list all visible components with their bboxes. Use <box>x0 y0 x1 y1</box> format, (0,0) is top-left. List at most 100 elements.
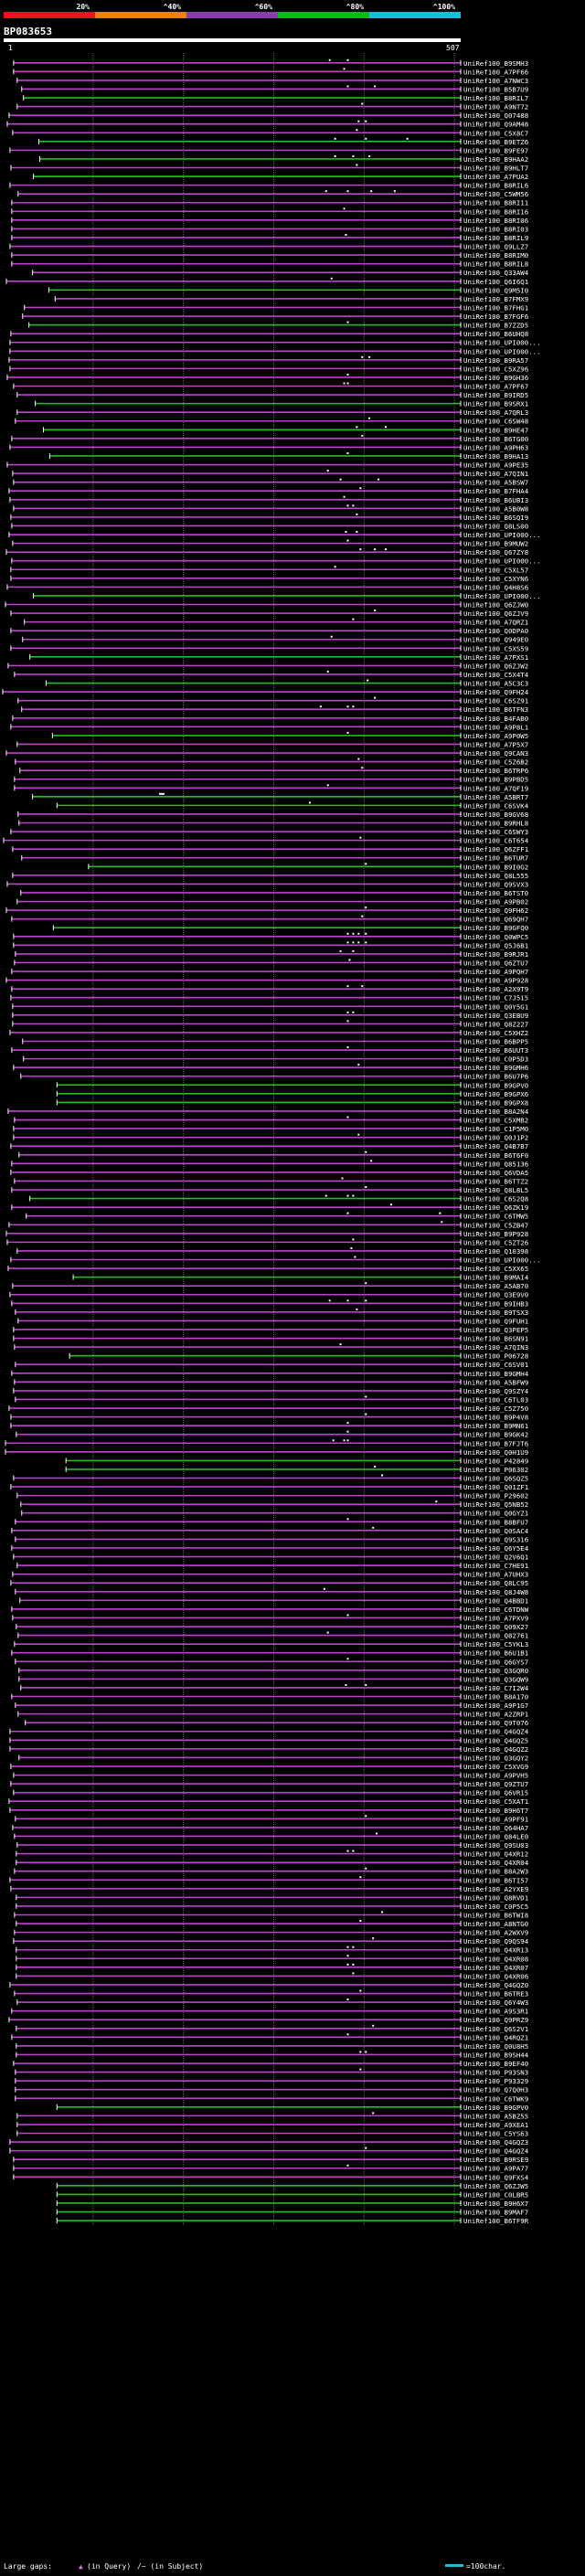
hit-label[interactable]: UniRef100_Q9AM48 <box>463 121 528 129</box>
hit-row[interactable]: UniRef100_Q33AW4 <box>32 269 529 277</box>
hit-label[interactable]: UniRef100_B8RIM0 <box>463 251 528 260</box>
hit-row[interactable]: UniRef100_B6TRE3 <box>14 1989 528 1998</box>
hit-row[interactable]: UniRef100_Q9SZY4 <box>13 1387 529 1395</box>
hit-label[interactable]: UniRef100_B6BPP5 <box>463 1038 528 1046</box>
hit-row[interactable]: UniRef100_A9PE35 <box>6 461 528 470</box>
hit-label[interactable]: UniRef100_Q3EBU9 <box>463 1012 528 1020</box>
hit-label[interactable]: UniRef100_Q4XR06 <box>463 1972 528 1980</box>
hit-label[interactable]: UniRef100_Q64HA7 <box>463 1824 528 1832</box>
hit-row[interactable]: UniRef100_Q82761 <box>17 1631 528 1640</box>
hit-label[interactable]: UniRef100_C0P5D3 <box>463 1055 528 1064</box>
hit-row[interactable]: UniRef100_Q8L555 <box>12 872 528 880</box>
hit-row[interactable]: UniRef100_C0P5C5 <box>16 1903 528 1911</box>
hit-row[interactable]: UniRef100_UPI000... <box>9 347 541 355</box>
hit-row[interactable]: UniRef100_Q5J6B1 <box>13 941 528 949</box>
hit-row[interactable]: UniRef100_Q9SU03 <box>16 1841 528 1850</box>
hit-row[interactable]: UniRef100_C6SWY3 <box>10 828 528 836</box>
hit-row[interactable]: UniRef100_Q2V6Q1 <box>13 1553 528 1562</box>
hit-label[interactable]: UniRef100_Q7Q0H3 <box>463 2086 528 2094</box>
hit-row[interactable]: UniRef100_C5YS63 <box>16 2130 528 2138</box>
hit-row[interactable]: UniRef100_Q4XR12 <box>16 1850 528 1859</box>
hit-label[interactable]: UniRef100_C5WM56 <box>463 190 528 198</box>
hit-row[interactable]: UniRef100_A9NT72 <box>16 102 528 111</box>
hit-label[interactable]: UniRef100_Q6GYS7 <box>463 1658 528 1666</box>
hit-row[interactable]: UniRef100_Q3GQY2 <box>18 1754 528 1762</box>
hit-label[interactable]: UniRef100_Q6VDA5 <box>463 1169 528 1177</box>
hit-row[interactable]: UniRef100_B7FJT6 <box>5 1439 528 1447</box>
hit-label[interactable]: UniRef100_B8A2W3 <box>463 1868 528 1876</box>
hit-label[interactable]: UniRef100_B6TST0 <box>463 889 528 897</box>
hit-row[interactable]: UniRef100_Q6ZJW0 <box>5 601 528 610</box>
hit-label[interactable]: UniRef100_Q3PEP5 <box>463 1326 528 1334</box>
hit-label[interactable]: UniRef100_Q9M5I0 <box>463 286 528 294</box>
hit-row[interactable]: UniRef100_Q9PRZ9 <box>8 2016 528 2024</box>
hit-label[interactable]: UniRef100_Q9SVX3 <box>463 880 528 888</box>
hit-label[interactable]: UniRef100_C6TL03 <box>463 1395 528 1404</box>
hit-label[interactable]: UniRef100_C7HE91 <box>463 1562 528 1570</box>
hit-label[interactable]: UniRef100_Q9T076 <box>463 1719 528 1727</box>
hit-label[interactable]: UniRef100_A9XEA1 <box>463 2121 528 2129</box>
hit-label[interactable]: UniRef100_A5BSW7 <box>463 479 528 487</box>
hit-row[interactable]: UniRef100_B9MAF7 <box>56 2209 528 2217</box>
hit-label[interactable]: UniRef100_C5X8C7 <box>463 129 528 137</box>
hit-label[interactable]: UniRef100_B6UHQ8 <box>463 330 528 338</box>
hit-row[interactable]: UniRef100_B9MN61 <box>10 1422 528 1430</box>
hit-label[interactable]: UniRef100_B6U1B1 <box>463 1649 528 1658</box>
hit-label[interactable]: UniRef100_B8A2N4 <box>463 1108 529 1116</box>
hit-label[interactable]: UniRef100_Q8LS00 <box>463 522 528 530</box>
hit-row[interactable]: UniRef100_B9EF40 <box>13 2060 528 2068</box>
hit-label[interactable]: UniRef100_B8RI06 <box>463 217 528 225</box>
hit-row[interactable]: UniRef100_Q3GQR0 <box>18 1667 528 1675</box>
hit-row[interactable]: UniRef100_A5BFW9 <box>14 1378 528 1386</box>
hit-label[interactable]: UniRef100_B8RIL8 <box>463 260 528 269</box>
hit-row[interactable]: UniRef100_P29602 <box>16 1492 528 1500</box>
hit-label[interactable]: UniRef100_A7PUA2 <box>463 173 528 181</box>
hit-row[interactable]: UniRef100_B6UHQ8 <box>10 330 528 338</box>
hit-row[interactable]: UniRef100_Q07488 <box>8 111 528 120</box>
hit-row[interactable]: UniRef100_B9P928 <box>5 1230 528 1238</box>
hit-row[interactable]: UniRef100_Q6GYS7 <box>15 1658 528 1666</box>
hit-row[interactable]: UniRef100_Q9S316 <box>15 1535 528 1543</box>
hit-row[interactable]: UniRef100_B8RIL7 <box>23 94 528 102</box>
hit-row[interactable]: UniRef100_Q4XR04 <box>16 1859 529 1867</box>
hit-label[interactable]: UniRef100_P29602 <box>463 1492 528 1500</box>
hit-row[interactable]: UniRef100_C6S2Q8 <box>29 1194 529 1203</box>
hit-label[interactable]: UniRef100_B9P4V8 <box>463 1414 528 1422</box>
hit-label[interactable]: UniRef100_B6UUT3 <box>463 1046 528 1055</box>
hit-label[interactable]: UniRef100_B6T6F0 <box>463 1151 528 1160</box>
hit-label[interactable]: UniRef100_P93SN3 <box>463 2069 528 2077</box>
hit-row[interactable]: UniRef100_Q9T076 <box>25 1719 528 1727</box>
hit-row[interactable]: UniRef100_C5ZB47 <box>8 1221 528 1229</box>
hit-row[interactable]: UniRef100_Q4XR07 <box>16 1963 528 1972</box>
hit-row[interactable]: UniRef100_P93SN3 <box>15 2068 528 2077</box>
hit-row[interactable]: UniRef100_Q4XR06 <box>16 1972 528 1980</box>
hit-label[interactable]: UniRef100_C1P5M0 <box>463 1125 528 1133</box>
hit-row[interactable]: UniRef100_Q9SVX3 <box>6 880 528 888</box>
hit-row[interactable]: UniRef100_A7PUA2 <box>33 173 529 181</box>
hit-row[interactable]: UniRef100_B8RIM0 <box>11 251 528 260</box>
hit-label[interactable]: UniRef100_B6TG00 <box>463 435 528 443</box>
hit-row[interactable]: UniRef100_Q4H8S6 <box>6 583 528 591</box>
hit-label[interactable]: UniRef100_B9TSX3 <box>463 1309 528 1317</box>
hit-label[interactable]: UniRef100_B6UBI3 <box>463 496 528 504</box>
hit-label[interactable]: UniRef100_Q82761 <box>463 1632 528 1640</box>
hit-row[interactable]: UniRef100_Q64HA7 <box>12 1824 528 1832</box>
hit-row[interactable]: UniRef100_Q6VDA5 <box>10 1169 528 1177</box>
hit-label[interactable]: UniRef100_C5XHZ2 <box>463 1029 528 1037</box>
hit-label[interactable]: UniRef100_Q3GQY2 <box>463 1754 528 1762</box>
hit-row[interactable]: UniRef100_P06302 <box>65 1465 528 1474</box>
hit-label[interactable]: UniRef100_A9PH63 <box>463 443 528 451</box>
hit-row[interactable]: UniRef100_Q0U8H5 <box>16 2042 528 2051</box>
hit-row[interactable]: UniRef100_A7PF66 <box>13 68 528 76</box>
hit-label[interactable]: UniRef100_Q10398 <box>463 1247 528 1256</box>
hit-label[interactable]: UniRef100_Q07488 <box>463 111 528 120</box>
hit-row[interactable]: UniRef100_A9P1G7 <box>15 1701 528 1710</box>
hit-row[interactable]: UniRef100_B9IHB3 <box>11 1299 528 1308</box>
hit-row[interactable]: UniRef100_C6TDNW <box>11 1606 529 1614</box>
hit-row[interactable]: UniRef100_B9GPV0 <box>56 1081 528 1089</box>
hit-label[interactable]: UniRef100_B9RHL8 <box>463 820 528 828</box>
hit-row[interactable]: UniRef100_A9PQH7 <box>11 968 528 976</box>
hit-label[interactable]: UniRef100_Q4GQZ5 <box>463 1736 528 1744</box>
hit-label[interactable]: UniRef100_A9NT72 <box>463 103 528 111</box>
hit-label[interactable]: UniRef100_B9GV68 <box>463 811 528 819</box>
